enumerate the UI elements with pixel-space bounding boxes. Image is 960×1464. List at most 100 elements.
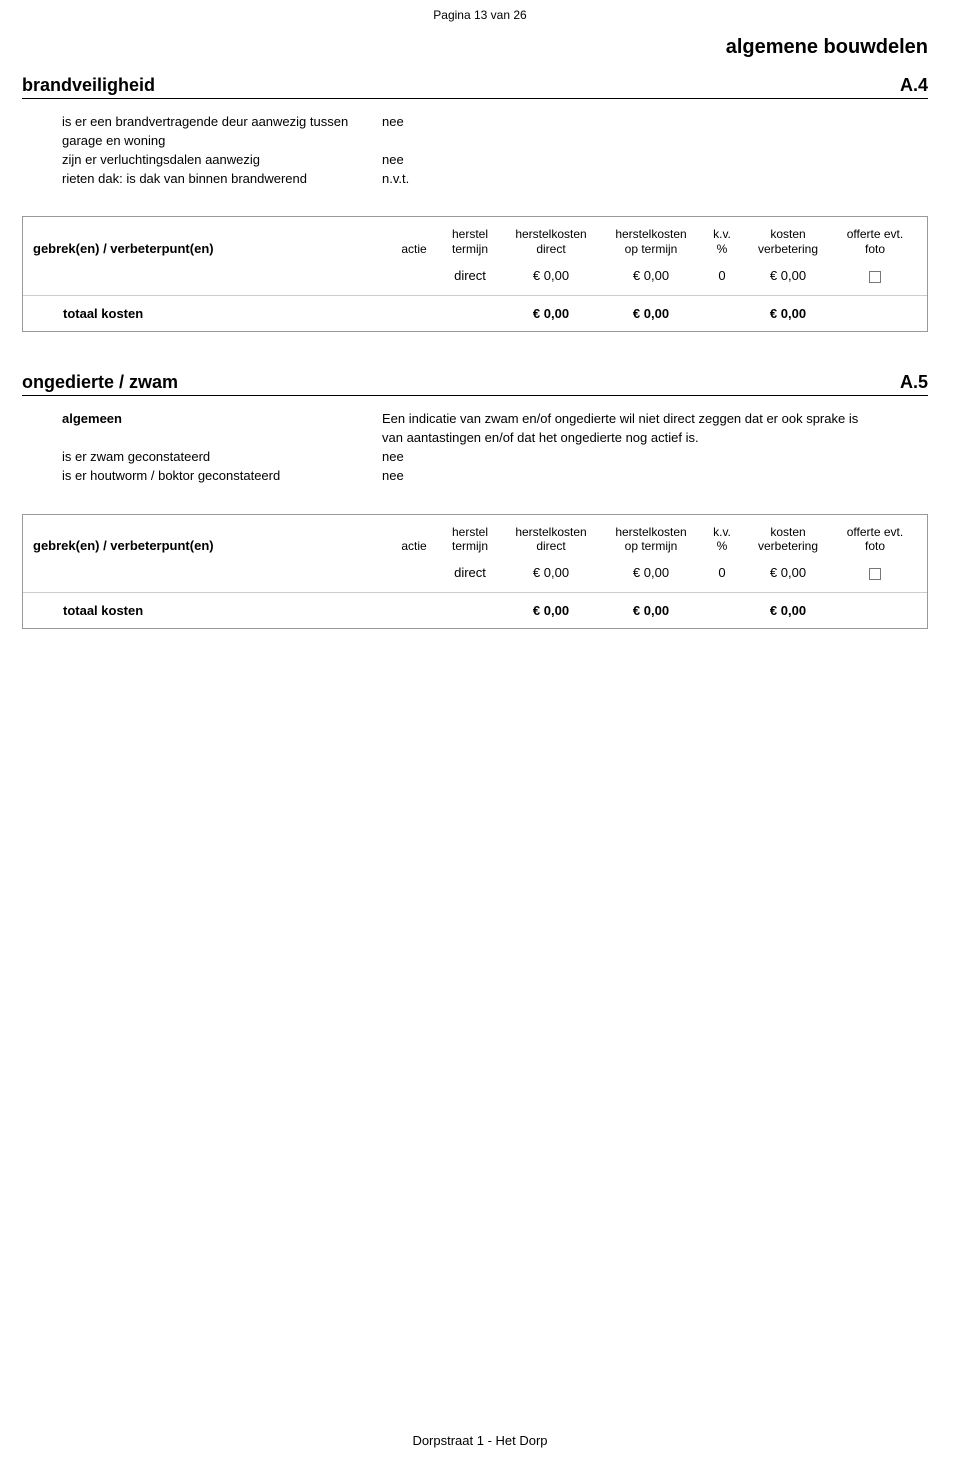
- kv-value: nee: [382, 467, 862, 486]
- page-header: Pagina 13 van 26: [0, 0, 960, 22]
- cost-data-row: direct € 0,00 € 0,00 0 € 0,00: [23, 557, 927, 592]
- kv-row: rieten dak: is dak van binnen brandweren…: [62, 170, 928, 189]
- cost-total-row: totaal kosten € 0,00 € 0,00 € 0,00: [23, 295, 927, 331]
- section-a4-header: brandveiligheid A.4: [22, 75, 928, 99]
- total-label: totaal kosten: [33, 603, 389, 618]
- col-kosten-verbetering: kosten verbetering: [743, 227, 833, 256]
- kv-value: nee: [382, 448, 862, 467]
- main-heading: algemene bouwdelen: [22, 36, 928, 59]
- val-kosten-verbetering: € 0,00: [743, 565, 833, 580]
- page-content: algemene bouwdelen brandveiligheid A.4 i…: [0, 22, 960, 629]
- val-herstelkosten-direct: € 0,00: [501, 565, 601, 580]
- h2: direct: [536, 242, 565, 256]
- cost-header: gebrek(en) / verbeterpunt(en) actie hers…: [23, 515, 927, 558]
- h2: op termijn: [625, 539, 678, 553]
- h2: foto: [865, 539, 885, 553]
- h1: herstelkosten: [515, 525, 586, 539]
- col-herstelkosten-termijn: herstelkosten op termijn: [601, 525, 701, 554]
- h2: termijn: [452, 539, 488, 553]
- cost-title: gebrek(en) / verbeterpunt(en): [33, 241, 389, 256]
- page-footer: Dorpstraat 1 - Het Dorp: [0, 1433, 960, 1448]
- cost-total-row: totaal kosten € 0,00 € 0,00 € 0,00: [23, 592, 927, 628]
- cost-header: gebrek(en) / verbeterpunt(en) actie hers…: [23, 217, 927, 260]
- val-herstelkosten-termijn: € 0,00: [601, 565, 701, 580]
- section-a5-items: algemeen Een indicatie van zwam en/of on…: [22, 410, 928, 485]
- checkbox-icon[interactable]: [869, 568, 881, 580]
- col-herstelkosten-direct: herstelkosten direct: [501, 525, 601, 554]
- kv-value: Een indicatie van zwam en/of ongedierte …: [382, 410, 862, 448]
- col-offerte: offerte evt. foto: [833, 525, 917, 554]
- kv-value: nee: [382, 113, 862, 151]
- h1: herstelkosten: [615, 525, 686, 539]
- cost-table-a4: gebrek(en) / verbeterpunt(en) actie hers…: [22, 216, 928, 332]
- kv-value: n.v.t.: [382, 170, 862, 189]
- h2: %: [717, 539, 728, 553]
- h2: termijn: [452, 242, 488, 256]
- col-kv: k.v. %: [701, 227, 743, 256]
- total-verbetering: € 0,00: [743, 306, 833, 321]
- h2: verbetering: [758, 242, 818, 256]
- val-herstel-termijn: direct: [439, 268, 501, 283]
- val-kosten-verbetering: € 0,00: [743, 268, 833, 283]
- h1: herstelkosten: [615, 227, 686, 241]
- h1: offerte evt.: [847, 525, 903, 539]
- section-a4-name: brandveiligheid: [22, 75, 155, 96]
- section-a5-name: ongedierte / zwam: [22, 372, 178, 393]
- col-offerte: offerte evt. foto: [833, 227, 917, 256]
- val-kv: 0: [701, 565, 743, 580]
- val-offerte: [833, 268, 917, 283]
- cost-table-a5: gebrek(en) / verbeterpunt(en) actie hers…: [22, 514, 928, 630]
- total-termijn: € 0,00: [601, 306, 701, 321]
- section-a4-items: is er een brandvertragende deur aanwezig…: [22, 113, 928, 188]
- h2: op termijn: [625, 242, 678, 256]
- h1: offerte evt.: [847, 227, 903, 241]
- h1: kosten: [770, 227, 805, 241]
- kv-row: is er een brandvertragende deur aanwezig…: [62, 113, 928, 151]
- section-a5-code: A.5: [900, 372, 928, 393]
- h1: herstel: [452, 525, 488, 539]
- col-kosten-verbetering: kosten verbetering: [743, 525, 833, 554]
- col-herstelkosten-direct: herstelkosten direct: [501, 227, 601, 256]
- kv-row: zijn er verluchtingsdalen aanwezig nee: [62, 151, 928, 170]
- val-herstelkosten-direct: € 0,00: [501, 268, 601, 283]
- col-kv: k.v. %: [701, 525, 743, 554]
- kv-label: is er een brandvertragende deur aanwezig…: [62, 113, 382, 151]
- checkbox-icon[interactable]: [869, 271, 881, 283]
- total-direct: € 0,00: [501, 306, 601, 321]
- col-herstelkosten-termijn: herstelkosten op termijn: [601, 227, 701, 256]
- h1: kosten: [770, 525, 805, 539]
- total-verbetering: € 0,00: [743, 603, 833, 618]
- kv-value: nee: [382, 151, 862, 170]
- col-actie: actie: [389, 539, 439, 553]
- total-label: totaal kosten: [33, 306, 389, 321]
- h2: verbetering: [758, 539, 818, 553]
- h1: k.v.: [713, 525, 731, 539]
- total-direct: € 0,00: [501, 603, 601, 618]
- val-herstelkosten-termijn: € 0,00: [601, 268, 701, 283]
- val-kv: 0: [701, 268, 743, 283]
- kv-row: algemeen Een indicatie van zwam en/of on…: [62, 410, 928, 448]
- section-a5-header: ongedierte / zwam A.5: [22, 372, 928, 396]
- total-termijn: € 0,00: [601, 603, 701, 618]
- kv-row: is er zwam geconstateerd nee: [62, 448, 928, 467]
- kv-label: zijn er verluchtingsdalen aanwezig: [62, 151, 382, 170]
- h2: %: [717, 242, 728, 256]
- val-offerte: [833, 565, 917, 580]
- val-herstel-termijn: direct: [439, 565, 501, 580]
- cost-title: gebrek(en) / verbeterpunt(en): [33, 538, 389, 553]
- h1: herstel: [452, 227, 488, 241]
- cost-data-row: direct € 0,00 € 0,00 0 € 0,00: [23, 260, 927, 295]
- col-herstel-termijn: herstel termijn: [439, 227, 501, 256]
- section-a4-code: A.4: [900, 75, 928, 96]
- kv-label-algemeen: algemeen: [62, 410, 382, 448]
- kv-label: rieten dak: is dak van binnen brandweren…: [62, 170, 382, 189]
- kv-row: is er houtworm / boktor geconstateerd ne…: [62, 467, 928, 486]
- h2: foto: [865, 242, 885, 256]
- h1: k.v.: [713, 227, 731, 241]
- kv-label: is er houtworm / boktor geconstateerd: [62, 467, 382, 486]
- h2: direct: [536, 539, 565, 553]
- kv-label: is er zwam geconstateerd: [62, 448, 382, 467]
- h1: herstelkosten: [515, 227, 586, 241]
- col-actie: actie: [389, 242, 439, 256]
- col-herstel-termijn: herstel termijn: [439, 525, 501, 554]
